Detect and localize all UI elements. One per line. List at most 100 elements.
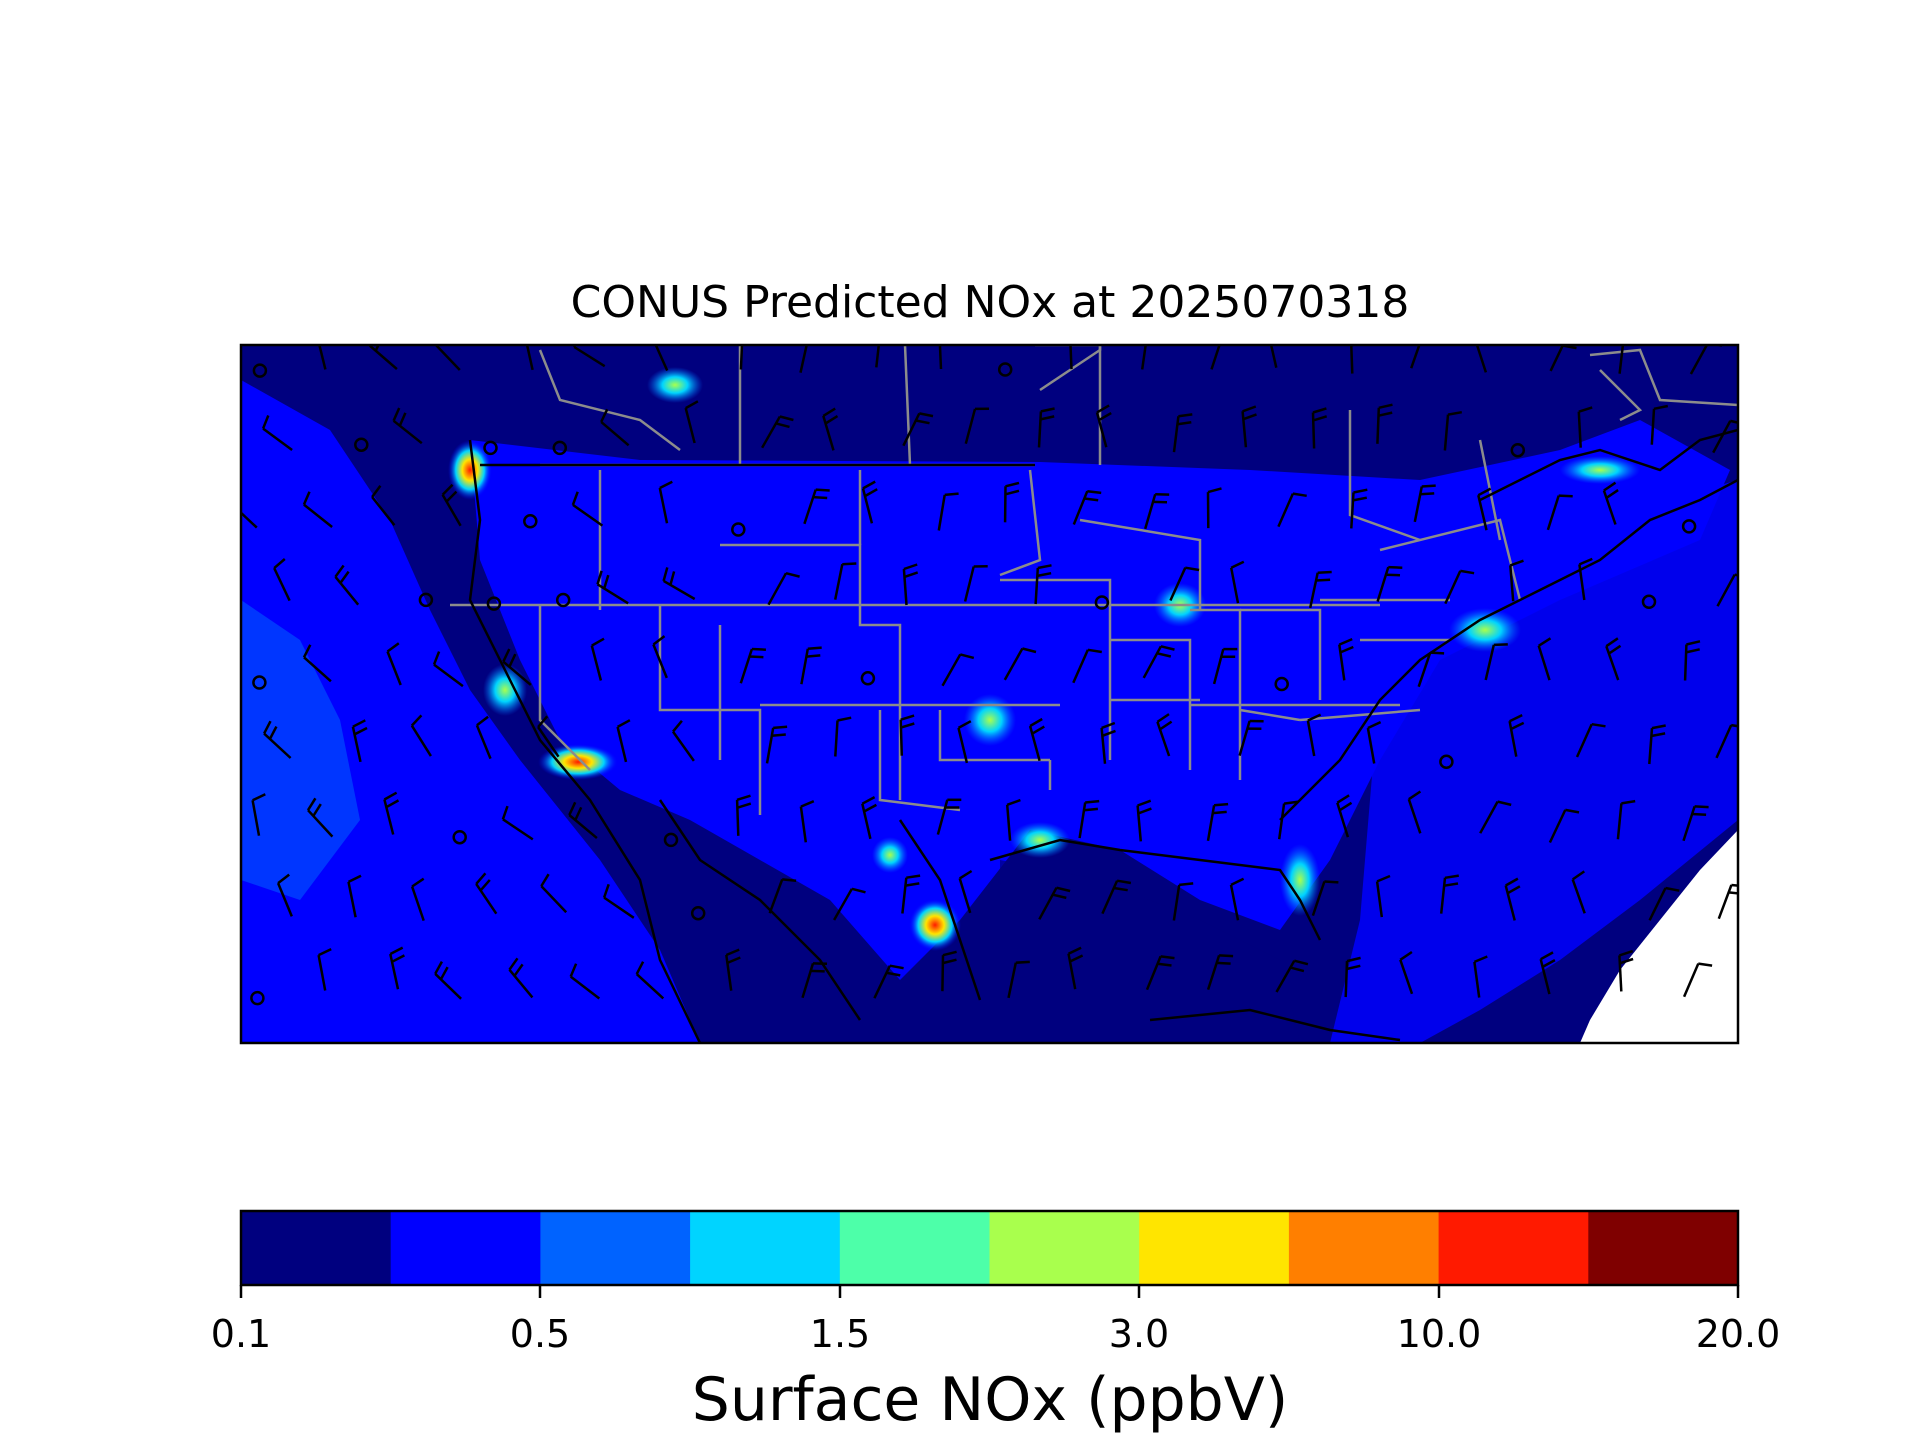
wind-barb — [1350, 345, 1358, 374]
wind-barb — [652, 635, 668, 679]
wind-barb — [418, 592, 434, 608]
wind-barb — [765, 725, 788, 764]
coastlines — [468, 428, 1738, 1043]
wind-barb — [1067, 946, 1084, 990]
wind-barb — [1005, 798, 1021, 841]
hotspot-calgary — [647, 367, 703, 403]
wind-barb — [568, 801, 598, 840]
wind-barb — [1274, 676, 1289, 692]
wind-barb — [383, 791, 400, 835]
wind-barb — [1444, 569, 1475, 605]
wind-barb — [1539, 951, 1556, 995]
wind-barb — [1277, 800, 1299, 840]
wind-barb — [1229, 877, 1245, 921]
wind-barb — [1578, 557, 1593, 601]
atlantic-plume — [1330, 480, 1738, 1043]
wind-barb — [833, 562, 857, 600]
wind-barb — [1156, 713, 1173, 757]
wind-barb — [1681, 519, 1697, 534]
wind-barb — [1618, 949, 1634, 992]
wind-barb — [1443, 410, 1463, 451]
wind-barb — [1717, 883, 1738, 920]
wind-barb — [1212, 647, 1238, 685]
wind-barb — [1308, 570, 1332, 609]
wind-barb — [936, 798, 962, 835]
wind-barb — [1375, 874, 1391, 918]
wind-barb — [602, 883, 635, 919]
wind-barb — [1038, 886, 1071, 920]
wind-barb — [616, 719, 631, 763]
wind-barb — [1537, 637, 1552, 681]
wind-barb — [1376, 403, 1393, 444]
tick-label-4: 10.0 — [1397, 1312, 1482, 1356]
hotspot-florida — [1280, 844, 1320, 916]
wind-barb — [525, 345, 534, 371]
wind-barb — [1142, 645, 1175, 679]
colorbar-ticks — [239, 1285, 1740, 1298]
wind-barb — [822, 407, 839, 451]
wind-barb — [1648, 724, 1666, 765]
wind-barb — [1229, 560, 1245, 604]
hotspot-los-angeles — [538, 744, 618, 780]
wind-barb — [861, 480, 878, 524]
wind-barb — [768, 878, 797, 914]
wind-barb — [502, 648, 532, 686]
wind-barb — [1094, 595, 1110, 610]
wind-barb — [1484, 643, 1508, 681]
wind-barb — [261, 415, 293, 452]
tick-label-2: 1.5 — [810, 1312, 870, 1356]
wind-barb — [1682, 962, 1713, 998]
tick-label-3: 3.0 — [1109, 1312, 1169, 1356]
wind-barb — [1683, 640, 1701, 681]
wind-barb — [901, 874, 921, 914]
nox-map — [241, 345, 1738, 1043]
wind-barb — [1682, 805, 1709, 842]
wind-barb — [1311, 880, 1339, 916]
wind-barb — [596, 570, 629, 605]
wind-barb — [508, 957, 534, 999]
colorbar-tick-labels: 0.1 0.5 1.5 3.0 10.0 20.0 — [211, 1312, 1781, 1356]
wind-barb — [767, 571, 800, 606]
wind-barb — [354, 437, 369, 452]
wind-barb — [1210, 345, 1221, 370]
wind-barb — [1602, 481, 1619, 525]
wind-barb — [671, 720, 695, 762]
wind-barb — [1140, 345, 1147, 370]
wind-barb — [302, 644, 332, 683]
wind-barb — [1407, 790, 1422, 834]
wind-barb — [555, 592, 571, 608]
wind-barb — [735, 794, 752, 836]
wind-barb — [1413, 484, 1436, 523]
wind-barb — [569, 963, 601, 1000]
wind-barb — [801, 962, 828, 999]
colorbar-bin-6 — [1139, 1211, 1290, 1285]
wind-barb — [386, 642, 402, 686]
wind-barb — [873, 964, 904, 999]
wind-barb — [662, 567, 696, 601]
wind-barb — [964, 407, 990, 445]
wind-barb — [875, 345, 881, 368]
wind-barb — [1172, 413, 1193, 453]
wind-barb — [475, 872, 498, 915]
wind-barb — [800, 646, 822, 685]
wind-barb — [552, 440, 568, 456]
hotspot-bay-area — [483, 664, 527, 716]
wind-barb — [1101, 879, 1132, 915]
wind-barb — [1546, 494, 1573, 531]
wind-barb — [1338, 637, 1354, 681]
map-frame — [239, 343, 1740, 1045]
wind-barb — [318, 345, 327, 370]
wind-barb — [434, 960, 462, 1000]
wind-barb — [347, 874, 362, 918]
wind-barb — [590, 637, 605, 681]
wind-barb — [739, 647, 766, 684]
wind-barb — [1439, 754, 1454, 770]
colorbar-bin-5 — [989, 1211, 1140, 1285]
wind-barb — [635, 961, 665, 1000]
hotspot-montreal — [1560, 456, 1640, 484]
wind-barb — [1648, 886, 1680, 921]
wind-barb — [1003, 481, 1020, 523]
wind-barb — [1028, 717, 1045, 762]
colorbar-bin-4 — [839, 1211, 991, 1285]
pacific-plume-core — [241, 600, 360, 900]
